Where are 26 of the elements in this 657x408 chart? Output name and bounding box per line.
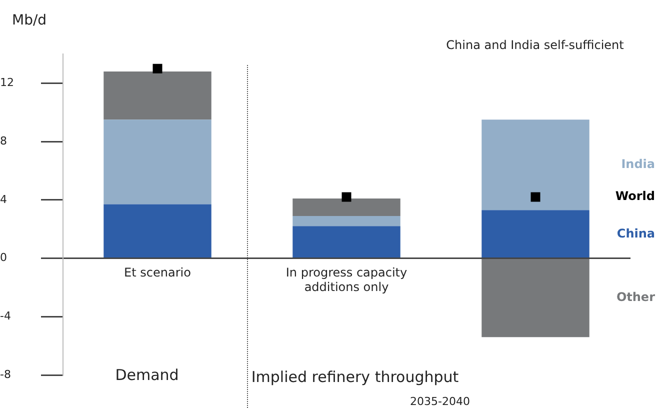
bar xyxy=(104,204,212,258)
text: India xyxy=(621,157,655,172)
y-tick-label: -4 xyxy=(0,309,11,322)
text: 2035-2040 xyxy=(410,394,470,408)
bar xyxy=(482,210,590,258)
annotation: Demand xyxy=(115,366,179,384)
y-axis-title: Mb/d xyxy=(12,12,47,29)
bar xyxy=(104,120,212,204)
x-tick-label: Et scenario xyxy=(124,266,191,280)
x-tick-label: In progress capacity additions only xyxy=(286,266,408,294)
y-tick-label: 0 xyxy=(0,251,7,264)
annotation: Implied refinery throughput xyxy=(251,368,459,386)
text: China xyxy=(616,226,655,240)
bar xyxy=(292,198,400,216)
bar xyxy=(104,72,212,120)
bar xyxy=(482,120,590,210)
text: Other xyxy=(616,290,656,304)
bar xyxy=(482,259,590,338)
y-tick-label: -8 xyxy=(0,368,11,381)
text: China and India self-sufficient xyxy=(446,38,624,52)
y-tick-label: 4 xyxy=(0,192,7,206)
bar xyxy=(292,216,400,226)
y-tick-label: 8 xyxy=(0,134,7,148)
text: World xyxy=(615,189,655,204)
y-tick-label: 12 xyxy=(0,76,14,90)
bar xyxy=(292,226,400,258)
